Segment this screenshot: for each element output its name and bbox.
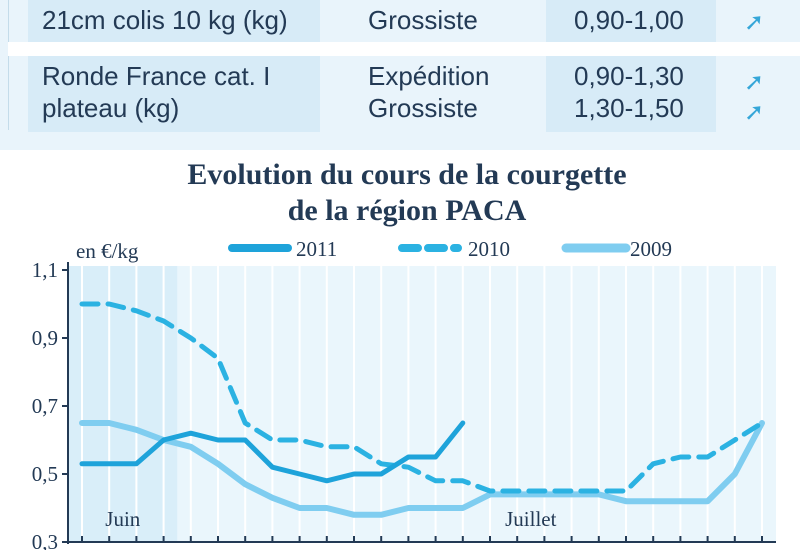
x-ticks: Juin Juillet [68,507,776,543]
series-line-2009 [79,420,765,518]
series-layer [79,301,765,518]
y-axis-label: en €/kg [76,239,139,263]
chart-svg: 1,1 0,9 0,7 0,5 0,3 Juin Juillet Evolution du… [32,158,776,554]
market-stage: Grossiste [368,5,478,35]
june-band [68,266,178,542]
price-table: 21cm colis 10 kg (kg) Grossiste 0,90-1,0… [0,0,800,150]
market-stage: Expédition [368,61,490,91]
trend-up-icon: ➚ [744,8,765,36]
y-ticks: 1,1 0,9 0,7 0,5 0,3 [32,258,68,554]
x-period-label: Juin [105,507,141,531]
price-cell-row-2 [546,56,716,132]
y-tick-label: 1,1 [32,258,58,282]
series-line-2010 [79,301,765,494]
price-cell-row-1 [546,0,716,42]
product-name-line: Ronde France cat. I [42,61,271,91]
y-tick-label: 0,5 [32,462,58,486]
plot-background [68,266,776,542]
legend-label-2009: 2009 [630,237,672,261]
price-range: 0,90-1,30 [574,61,684,91]
legend: 2011 2010 2009 [228,237,672,261]
y-tick-label: 0,3 [32,530,58,550]
legend-label-2010: 2010 [468,237,510,261]
table-left-rule [8,0,9,130]
price-range: 1,30-1,50 [574,93,684,123]
x-period-label: Juillet [505,507,556,531]
chart-title: Evolution du cours de la courgette [187,158,626,191]
product-name-line: 21cm colis 10 kg (kg) [42,5,288,35]
series-line-2011 [79,420,466,484]
y-tick-label: 0,7 [32,394,58,418]
chart-title: de la région PACA [288,194,527,227]
trend-up-icon: ➚ [744,98,765,126]
market-stage: Grossiste [368,93,478,123]
product-name-line: plateau (kg) [42,93,180,123]
price-range: 0,90-1,00 [574,5,684,35]
row-separator [8,42,800,56]
y-tick-label: 0,9 [32,326,58,350]
trend-up-icon: ➚ [744,68,765,96]
product-cell-row-2 [28,56,320,132]
legend-label-2011: 2011 [296,237,337,261]
price-evolution-chart: 1,1 0,9 0,7 0,5 0,3 Juin Juillet Evolution du… [0,150,800,554]
product-cell-row-1 [28,0,320,42]
